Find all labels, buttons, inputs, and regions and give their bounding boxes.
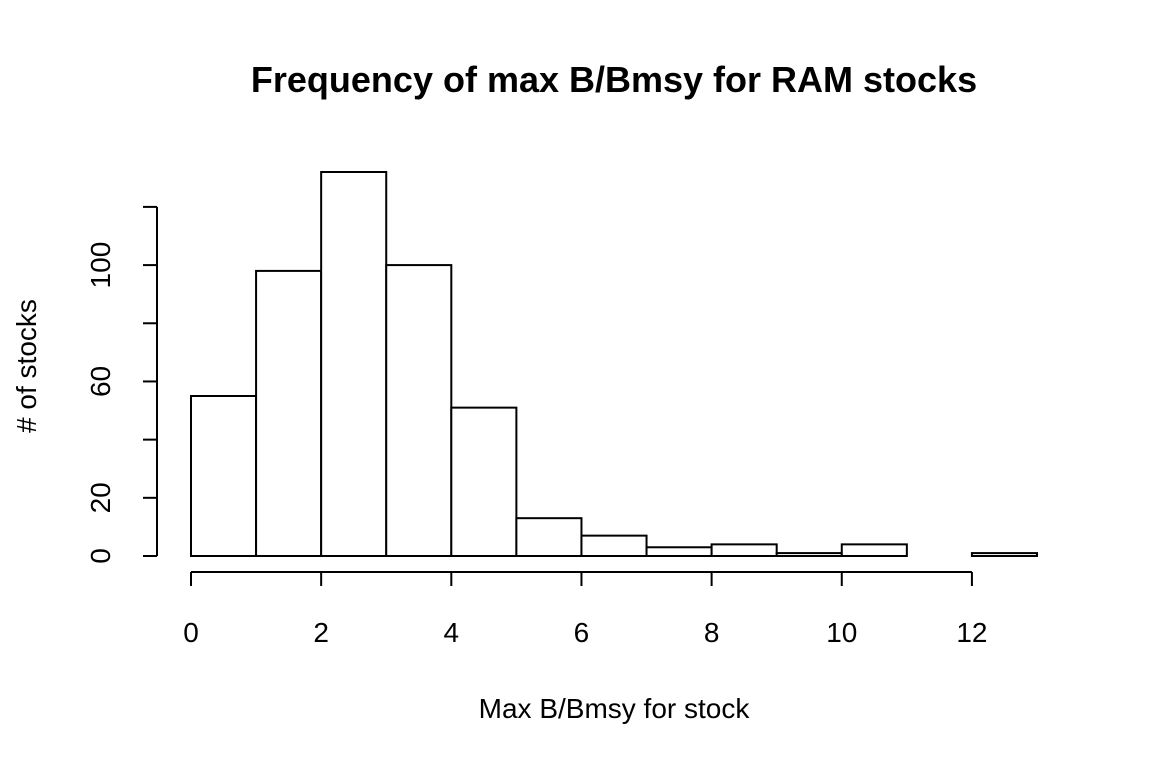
histogram-bar: [385, 264, 453, 557]
x-tick-label: 4: [444, 617, 460, 648]
histogram-bar: [775, 552, 843, 557]
x-tick-label: 6: [574, 617, 590, 648]
histogram-bar: [450, 406, 518, 557]
x-tick-label: 0: [183, 617, 199, 648]
y-axis-label: # of stocks: [11, 299, 42, 433]
y-tick-label: 0: [85, 548, 116, 564]
x-tick-label: 2: [313, 617, 329, 648]
y-axis: 0 20 60 100: [85, 205, 158, 564]
x-tick-label: 10: [826, 617, 857, 648]
histogram-bar: [320, 171, 388, 557]
y-tick-label: 60: [85, 366, 116, 397]
histogram-bar: [970, 552, 1039, 557]
x-axis: 0 2 4 6 8 10 12: [183, 571, 988, 648]
histogram-bar: [645, 546, 713, 557]
histogram-bar: [255, 269, 323, 557]
histogram-bar: [840, 543, 908, 558]
y-tick-label: 20: [85, 482, 116, 513]
histogram-bar: [515, 517, 583, 558]
x-tick-label: 8: [704, 617, 720, 648]
y-tick-label: 100: [85, 242, 116, 289]
chart-title: Frequency of max B/Bmsy for RAM stocks: [251, 59, 977, 100]
x-tick-label: 12: [956, 617, 987, 648]
histogram-bar: [710, 543, 778, 558]
histogram-bars: [190, 171, 1039, 558]
histogram-bar: [190, 395, 258, 557]
histogram-bar: [580, 534, 648, 557]
x-axis-label: Max B/Bmsy for stock: [479, 693, 751, 724]
